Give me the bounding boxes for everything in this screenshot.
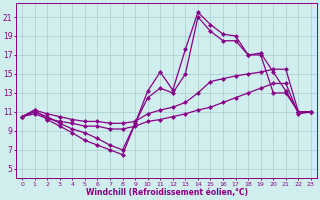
X-axis label: Windchill (Refroidissement éolien,°C): Windchill (Refroidissement éolien,°C) — [85, 188, 248, 197]
